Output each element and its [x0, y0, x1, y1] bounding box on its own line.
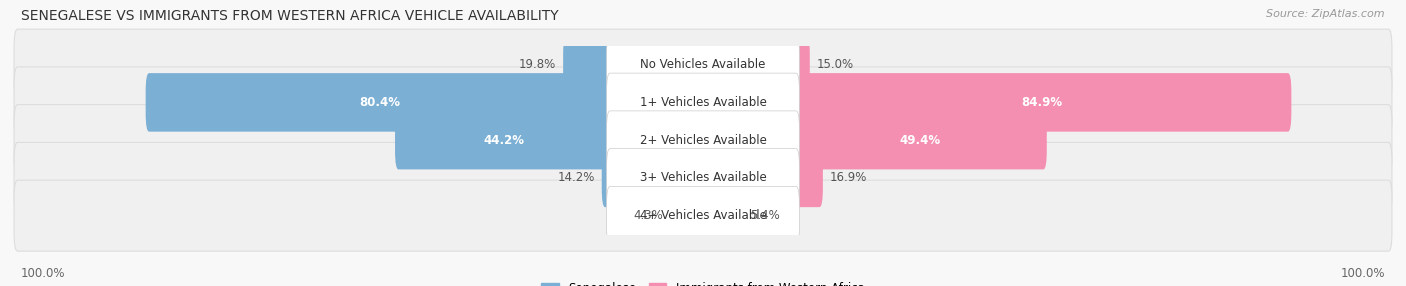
FancyBboxPatch shape [606, 73, 800, 132]
FancyBboxPatch shape [606, 111, 800, 169]
Text: 44.2%: 44.2% [484, 134, 524, 147]
FancyBboxPatch shape [606, 186, 800, 245]
FancyBboxPatch shape [793, 73, 1291, 132]
Text: 80.4%: 80.4% [359, 96, 401, 109]
FancyBboxPatch shape [395, 111, 613, 169]
Text: 16.9%: 16.9% [830, 171, 868, 184]
FancyBboxPatch shape [606, 149, 800, 207]
Text: 49.4%: 49.4% [898, 134, 941, 147]
Text: 100.0%: 100.0% [21, 267, 66, 280]
FancyBboxPatch shape [14, 180, 1392, 251]
Text: 3+ Vehicles Available: 3+ Vehicles Available [640, 171, 766, 184]
Text: 100.0%: 100.0% [1340, 267, 1385, 280]
Text: No Vehicles Available: No Vehicles Available [640, 58, 766, 71]
Text: 14.2%: 14.2% [557, 171, 595, 184]
Text: 15.0%: 15.0% [817, 58, 853, 71]
FancyBboxPatch shape [602, 149, 613, 207]
FancyBboxPatch shape [14, 142, 1392, 213]
Text: 84.9%: 84.9% [1021, 96, 1063, 109]
FancyBboxPatch shape [606, 35, 800, 94]
Text: 5.4%: 5.4% [751, 209, 780, 222]
Text: Source: ZipAtlas.com: Source: ZipAtlas.com [1267, 9, 1385, 19]
Legend: Senegalese, Immigrants from Western Africa: Senegalese, Immigrants from Western Afri… [541, 282, 865, 286]
FancyBboxPatch shape [793, 149, 823, 207]
Text: 4+ Vehicles Available: 4+ Vehicles Available [640, 209, 766, 222]
Text: 19.8%: 19.8% [519, 58, 557, 71]
Text: 4.3%: 4.3% [633, 209, 664, 222]
FancyBboxPatch shape [14, 105, 1392, 176]
FancyBboxPatch shape [14, 67, 1392, 138]
Text: 2+ Vehicles Available: 2+ Vehicles Available [640, 134, 766, 147]
FancyBboxPatch shape [146, 73, 613, 132]
FancyBboxPatch shape [564, 35, 613, 94]
FancyBboxPatch shape [14, 29, 1392, 100]
Text: 1+ Vehicles Available: 1+ Vehicles Available [640, 96, 766, 109]
FancyBboxPatch shape [793, 35, 810, 94]
FancyBboxPatch shape [793, 111, 1047, 169]
Text: SENEGALESE VS IMMIGRANTS FROM WESTERN AFRICA VEHICLE AVAILABILITY: SENEGALESE VS IMMIGRANTS FROM WESTERN AF… [21, 9, 558, 23]
